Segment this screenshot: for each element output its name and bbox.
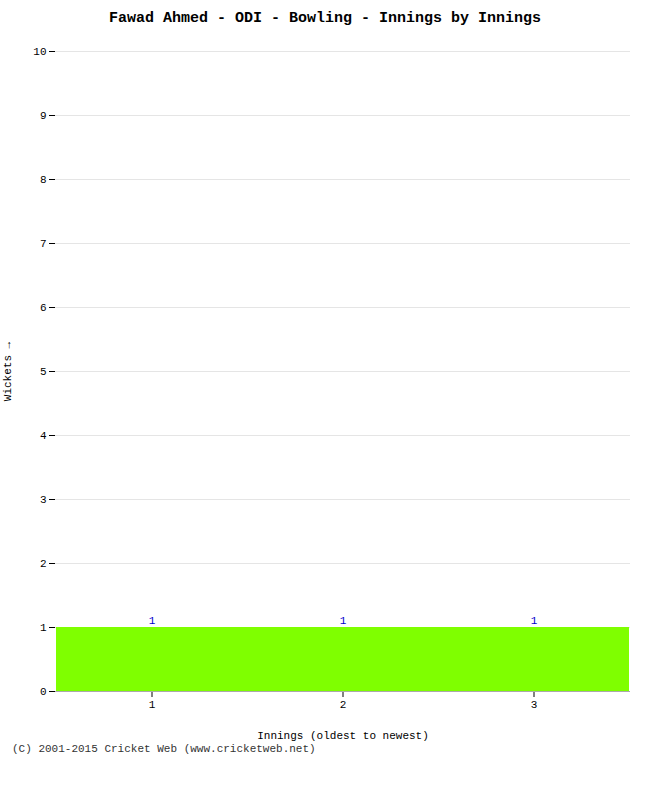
svg-text:Innings (oldest to newest): Innings (oldest to newest)	[257, 730, 429, 742]
svg-text:10: 10	[33, 46, 46, 58]
svg-text:3: 3	[531, 699, 538, 711]
svg-text:4: 4	[40, 430, 47, 442]
svg-text:9: 9	[40, 110, 47, 122]
svg-text:8: 8	[40, 174, 47, 186]
svg-text:2: 2	[40, 558, 47, 570]
svg-text:3: 3	[40, 494, 47, 506]
svg-text:0: 0	[40, 686, 47, 698]
svg-text:7: 7	[40, 238, 47, 250]
svg-text:1: 1	[531, 615, 538, 627]
svg-text:1: 1	[340, 615, 347, 627]
svg-text:Wickets →: Wickets →	[2, 341, 14, 401]
html-text:Fawad Ahmed - ODI - Bowling -: Fawad Ahmed - ODI - Bowling - Innings by…	[109, 10, 541, 27]
svg-text:1: 1	[149, 615, 156, 627]
svg-text:5: 5	[40, 366, 47, 378]
svg-text:6: 6	[40, 302, 47, 314]
html-text:(C) 2001-2015 Cricket Web (www: (C) 2001-2015 Cricket Web (www.cricketwe…	[12, 743, 316, 755]
svg-text:1: 1	[40, 622, 47, 634]
svg-text:1: 1	[149, 699, 156, 711]
svg-text:2: 2	[340, 699, 347, 711]
